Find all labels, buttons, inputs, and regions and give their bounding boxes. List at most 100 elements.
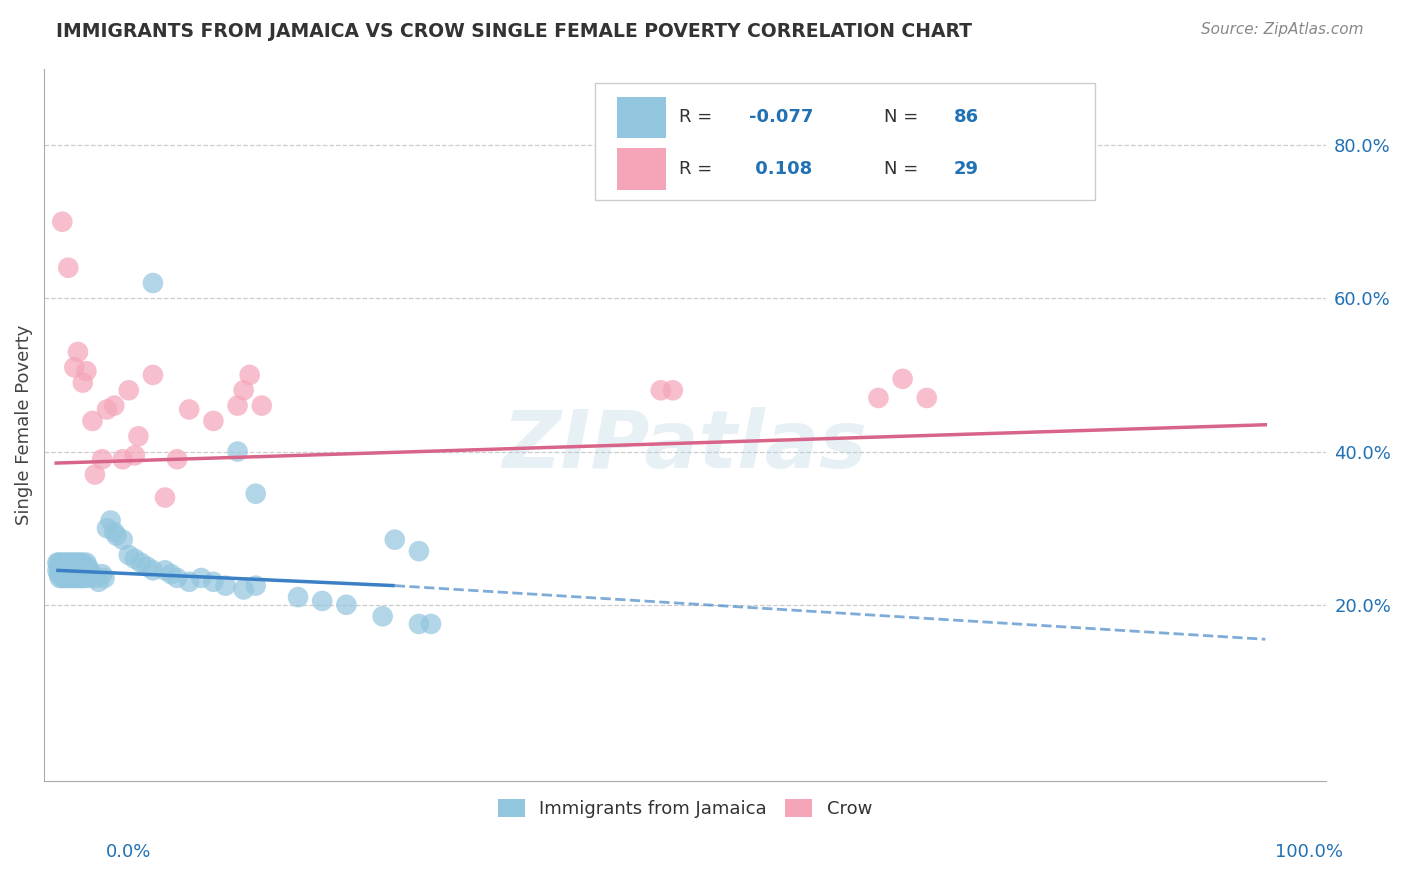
Point — [52, 556, 75, 570]
Point — [67, 571, 90, 585]
Point — [58, 571, 80, 585]
Point — [75, 567, 97, 582]
Point — [408, 616, 430, 631]
Point — [87, 574, 110, 589]
Point — [179, 574, 201, 589]
Point — [103, 399, 125, 413]
Point — [66, 571, 89, 585]
Point — [49, 567, 72, 582]
Point — [69, 556, 91, 570]
Point — [232, 384, 254, 398]
Point — [160, 567, 183, 582]
Point — [62, 556, 84, 570]
Point — [124, 449, 146, 463]
Text: R =: R = — [679, 161, 717, 178]
Point — [53, 559, 76, 574]
Point — [245, 579, 267, 593]
Point — [67, 559, 90, 574]
Point — [420, 616, 443, 631]
Point — [46, 556, 69, 570]
Point — [49, 559, 72, 574]
Point — [142, 368, 165, 382]
Point — [83, 467, 105, 482]
Point — [66, 556, 89, 570]
Point — [129, 556, 152, 570]
Point — [127, 429, 149, 443]
Point — [59, 556, 82, 570]
Point — [66, 567, 89, 582]
Text: Source: ZipAtlas.com: Source: ZipAtlas.com — [1201, 22, 1364, 37]
Point — [250, 399, 273, 413]
Point — [56, 571, 79, 585]
Point — [65, 556, 87, 570]
Point — [891, 372, 914, 386]
Point — [70, 559, 93, 574]
Point — [49, 556, 72, 570]
Point — [51, 571, 73, 585]
Point — [226, 399, 249, 413]
Point — [245, 486, 267, 500]
Text: 0.0%: 0.0% — [105, 843, 150, 861]
Point — [103, 524, 125, 539]
FancyBboxPatch shape — [617, 148, 665, 190]
Text: 0.108: 0.108 — [749, 161, 813, 178]
Point — [51, 559, 73, 574]
Point — [70, 571, 93, 585]
Point — [915, 391, 938, 405]
Text: 100.0%: 100.0% — [1275, 843, 1343, 861]
Point — [58, 260, 80, 275]
Point — [190, 571, 212, 585]
Point — [53, 571, 76, 585]
Point — [214, 579, 236, 593]
Point — [650, 384, 672, 398]
Point — [153, 563, 176, 577]
Point — [63, 559, 86, 574]
Point — [76, 559, 98, 574]
Point — [868, 391, 890, 405]
Point — [135, 559, 157, 574]
Point — [58, 556, 80, 570]
Point — [202, 414, 225, 428]
Point — [311, 594, 333, 608]
Point — [111, 533, 134, 547]
Point — [96, 402, 118, 417]
Point — [72, 376, 94, 390]
Text: N =: N = — [883, 161, 924, 178]
Point — [82, 414, 104, 428]
Point — [408, 544, 430, 558]
Point — [75, 364, 97, 378]
FancyBboxPatch shape — [595, 83, 1095, 201]
Point — [82, 567, 104, 582]
Text: R =: R = — [679, 108, 717, 127]
Point — [100, 514, 122, 528]
Point — [56, 559, 79, 574]
Point — [63, 360, 86, 375]
Point — [105, 529, 128, 543]
Text: 29: 29 — [955, 161, 979, 178]
Point — [75, 556, 97, 570]
Point — [142, 563, 165, 577]
Point — [226, 444, 249, 458]
Point — [153, 491, 176, 505]
Point — [60, 571, 83, 585]
Point — [662, 384, 685, 398]
Point — [384, 533, 406, 547]
Text: IMMIGRANTS FROM JAMAICA VS CROW SINGLE FEMALE POVERTY CORRELATION CHART: IMMIGRANTS FROM JAMAICA VS CROW SINGLE F… — [56, 22, 972, 41]
Point — [83, 571, 105, 585]
Point — [76, 571, 98, 585]
Point — [118, 384, 141, 398]
Point — [75, 559, 97, 574]
Point — [69, 567, 91, 582]
Point — [91, 452, 114, 467]
Point — [58, 567, 80, 582]
Point — [51, 215, 73, 229]
Point — [239, 368, 262, 382]
Point — [72, 556, 94, 570]
FancyBboxPatch shape — [617, 96, 665, 138]
Point — [48, 567, 70, 582]
Point — [93, 571, 115, 585]
Point — [65, 567, 87, 582]
Point — [58, 559, 80, 574]
Y-axis label: Single Female Poverty: Single Female Poverty — [15, 325, 32, 525]
Point — [66, 559, 89, 574]
